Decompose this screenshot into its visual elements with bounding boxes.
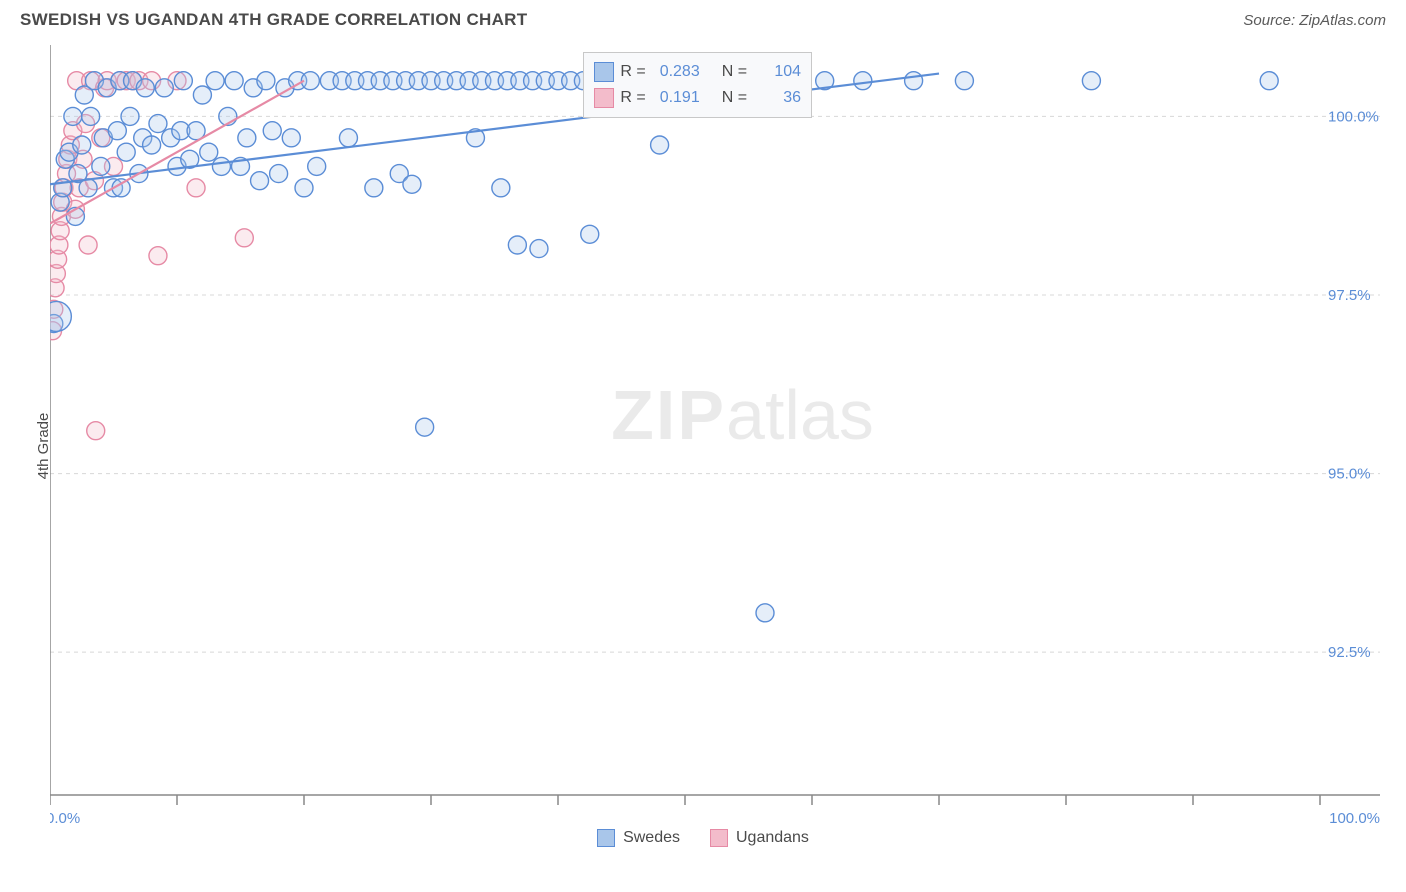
chart-header: SWEDISH VS UGANDAN 4TH GRADE CORRELATION… (0, 0, 1406, 35)
svg-text:95.0%: 95.0% (1328, 466, 1371, 483)
chart-source: Source: ZipAtlas.com (1243, 12, 1386, 29)
chart-area: 92.5%95.0%97.5%100.0%0.0%100.0% ZIPatlas… (50, 35, 1386, 825)
svg-text:100.0%: 100.0% (1328, 108, 1379, 125)
r-value: 0.191 (652, 89, 700, 107)
legend-swatch (594, 88, 614, 108)
stats-legend: R = 0.283 N = 104 R = 0.191 N = 36 (583, 52, 812, 118)
chart-title: SWEDISH VS UGANDAN 4TH GRADE CORRELATION… (20, 10, 527, 30)
n-label: N = (722, 89, 747, 107)
r-value: 0.283 (652, 63, 700, 81)
svg-text:100.0%: 100.0% (1329, 810, 1380, 825)
legend-item: Swedes (597, 829, 680, 847)
stats-legend-row: R = 0.283 N = 104 (594, 59, 801, 85)
svg-text:92.5%: 92.5% (1328, 644, 1371, 661)
legend-swatch (597, 829, 615, 847)
legend-swatch (710, 829, 728, 847)
n-value: 36 (753, 89, 801, 107)
n-label: N = (722, 63, 747, 81)
legend-label: Ugandans (736, 829, 809, 847)
r-label: R = (620, 63, 645, 81)
scatter-chart-svg: 92.5% 95.0% 97.5% 100.0% 0.0% 100.0% (50, 35, 1386, 825)
legend-label: Swedes (623, 829, 680, 847)
series-legend: Swedes Ugandans (0, 829, 1406, 847)
svg-text:0.0%: 0.0% (50, 810, 80, 825)
svg-text:97.5%: 97.5% (1328, 287, 1371, 304)
r-label: R = (620, 89, 645, 107)
stats-legend-row: R = 0.191 N = 36 (594, 85, 801, 111)
legend-item: Ugandans (710, 829, 809, 847)
n-value: 104 (753, 63, 801, 81)
legend-swatch (594, 62, 614, 82)
